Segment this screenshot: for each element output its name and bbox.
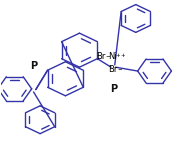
Text: $^{++}$: $^{++}$ <box>115 53 126 62</box>
Text: P: P <box>110 84 117 94</box>
Text: $^{-}$: $^{-}$ <box>105 53 111 62</box>
Text: $^{-}$: $^{-}$ <box>117 66 123 75</box>
Text: Br: Br <box>108 65 118 74</box>
Text: Ni: Ni <box>108 52 116 61</box>
Text: P: P <box>30 61 37 71</box>
Text: Br: Br <box>96 52 106 61</box>
